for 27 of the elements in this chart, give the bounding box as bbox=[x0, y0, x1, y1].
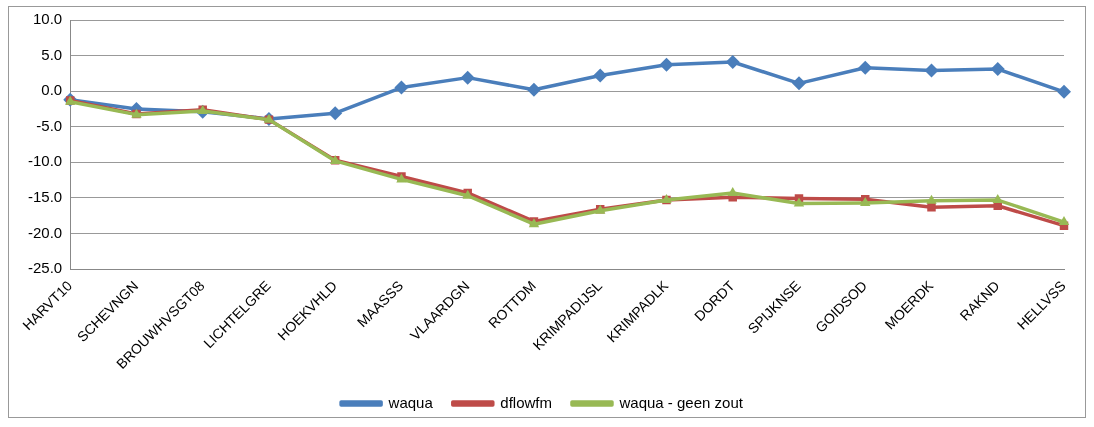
point bbox=[793, 197, 805, 207]
legend-label: waqua bbox=[387, 393, 434, 411]
y-tick-label: -25.0 bbox=[27, 259, 63, 277]
y-tick-label: 0.0 bbox=[41, 81, 63, 99]
point bbox=[526, 82, 541, 97]
y-tick-label: -20.0 bbox=[27, 223, 63, 241]
point bbox=[858, 60, 873, 75]
point bbox=[659, 57, 674, 72]
y-tick-label: 10.0 bbox=[32, 10, 63, 28]
point bbox=[593, 68, 608, 83]
point bbox=[1057, 84, 1071, 99]
point bbox=[460, 70, 475, 85]
point bbox=[926, 194, 937, 204]
y-tick-label: -5.0 bbox=[36, 116, 63, 134]
y-tick-label: -10.0 bbox=[27, 152, 63, 170]
point bbox=[725, 54, 740, 69]
legend-label: dflowfm bbox=[500, 393, 552, 411]
y-tick-label: 5.0 bbox=[41, 45, 63, 63]
point bbox=[1058, 216, 1070, 226]
point bbox=[791, 76, 806, 91]
point bbox=[924, 63, 939, 78]
point bbox=[328, 106, 343, 121]
point bbox=[990, 62, 1005, 77]
point bbox=[727, 186, 738, 196]
legend-label: waqua - geen zout bbox=[618, 393, 744, 411]
y-tick-label: -15.0 bbox=[27, 188, 63, 206]
point bbox=[394, 80, 409, 95]
